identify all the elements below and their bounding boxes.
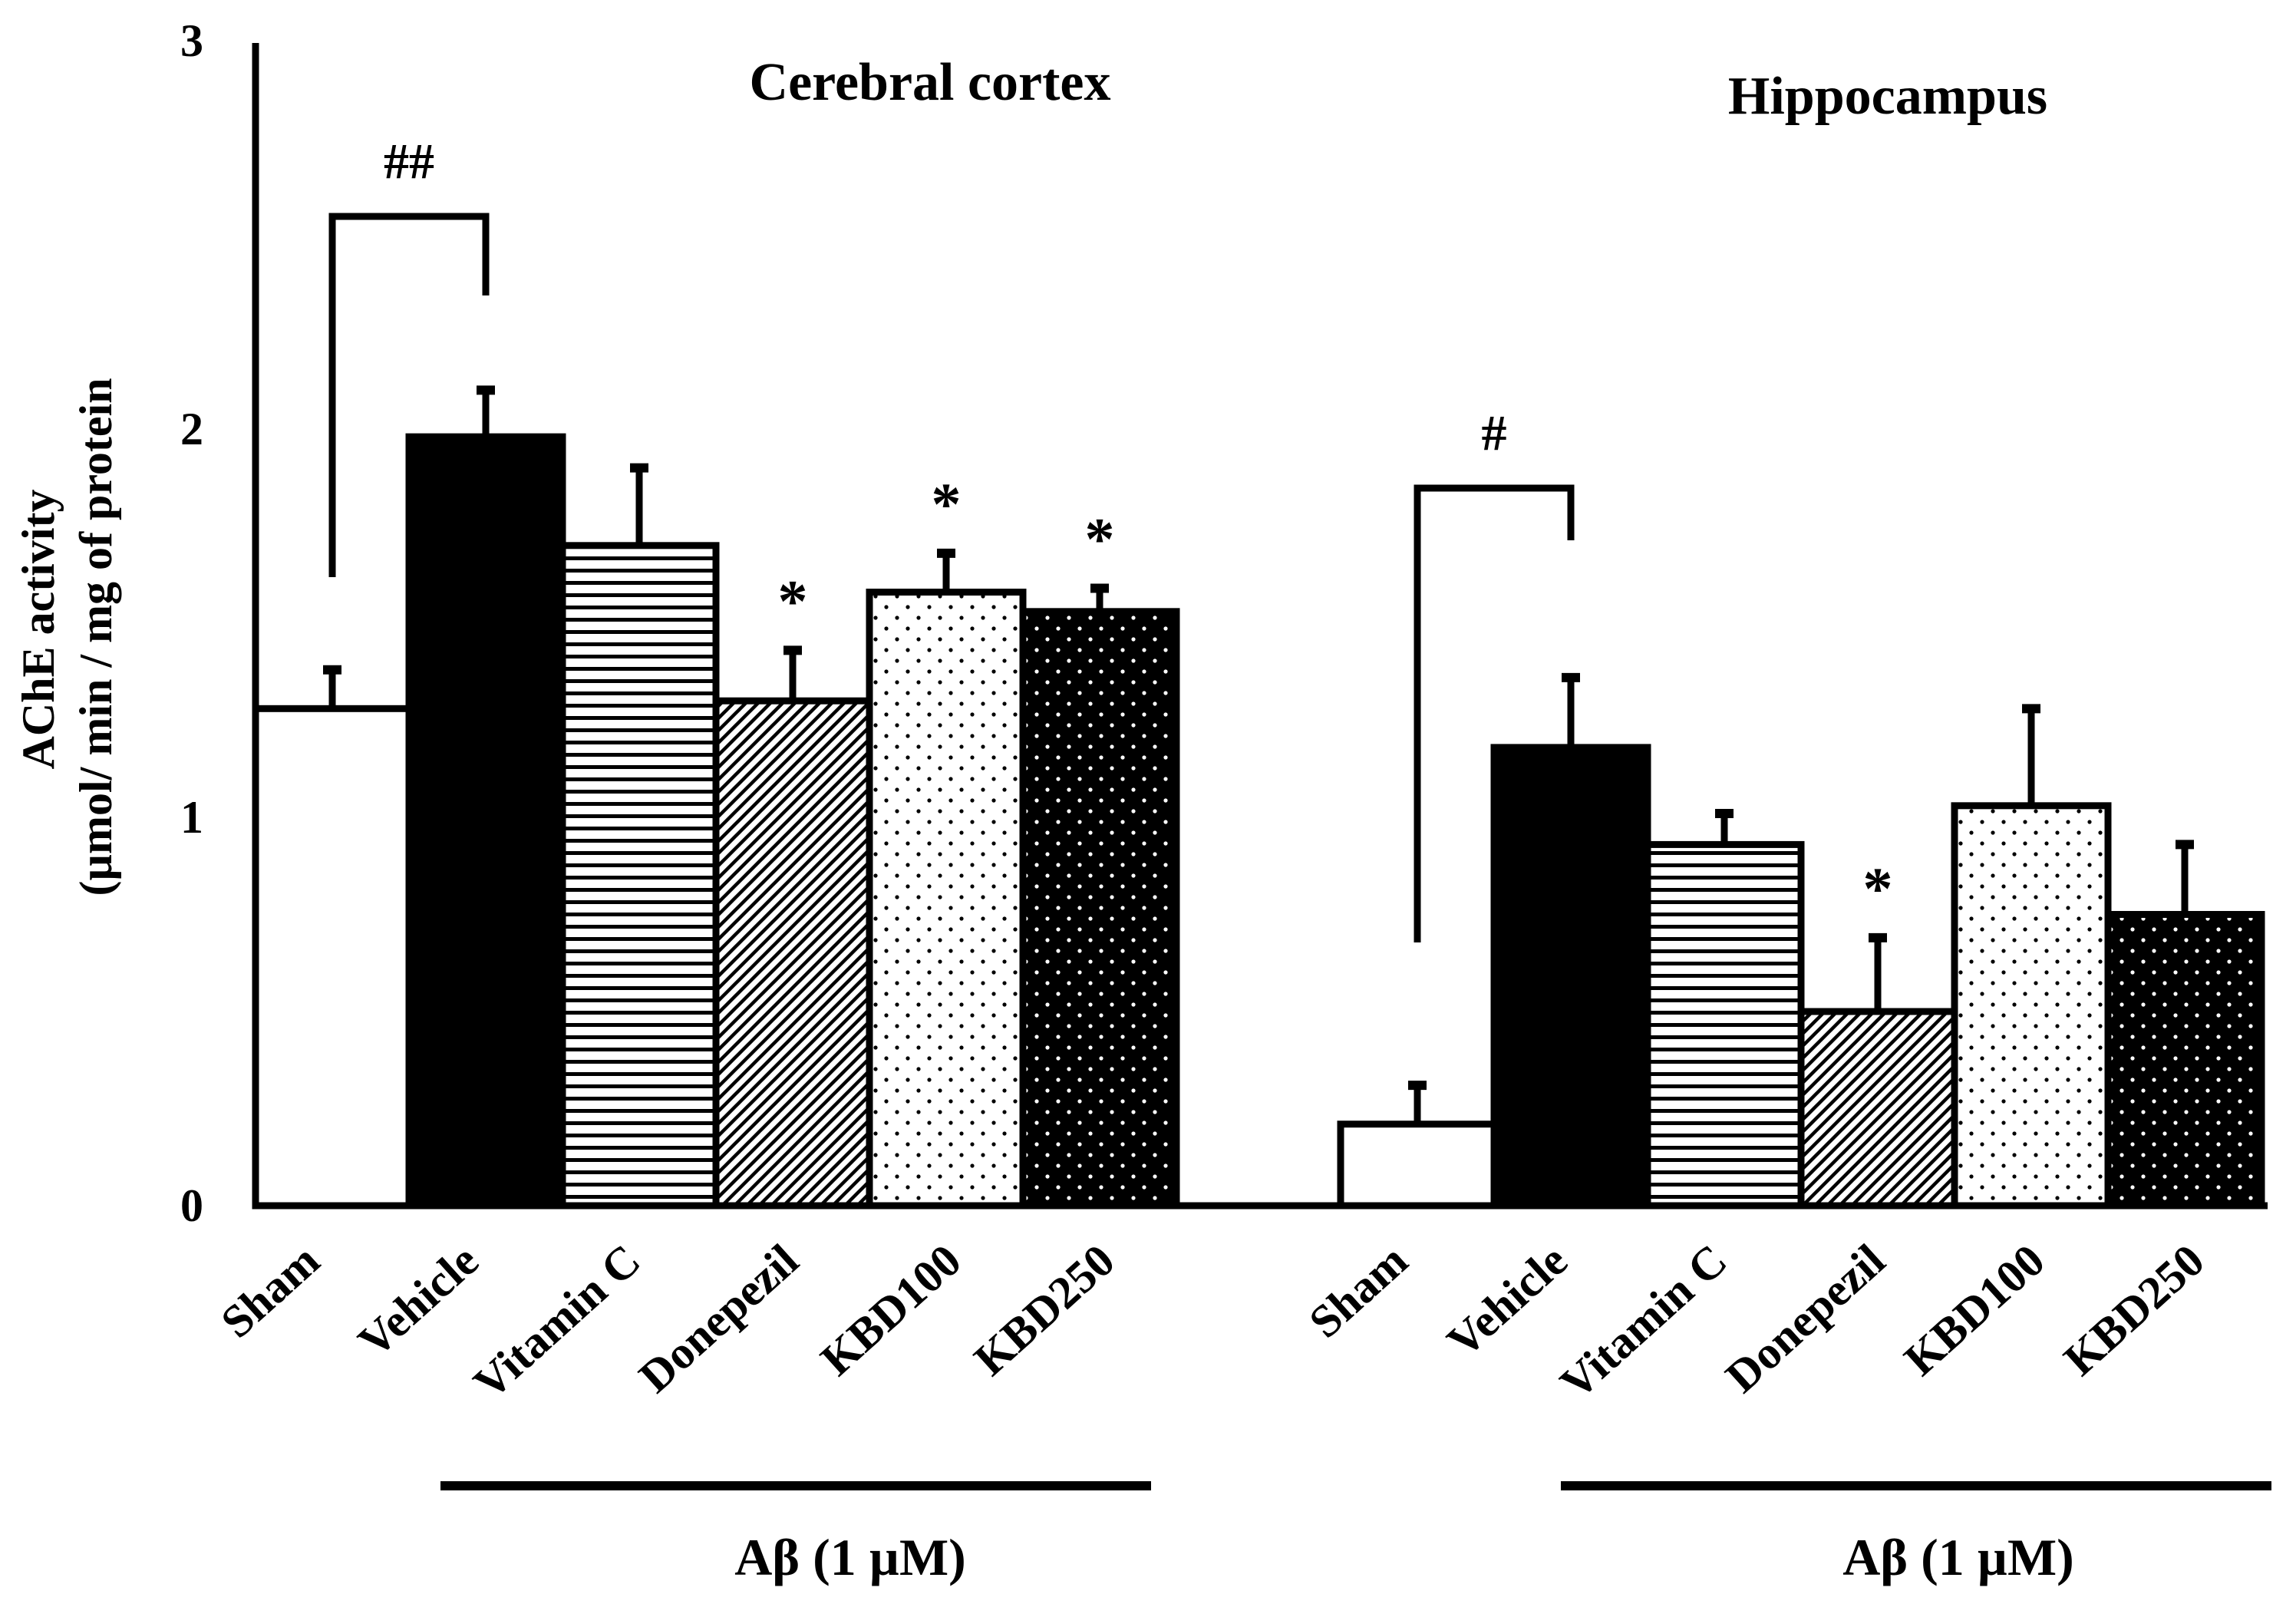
y-axis-label-line1: AChE activity <box>13 490 64 770</box>
significance-marker-cortex-donepezil: * <box>778 567 808 634</box>
error-bar-hippocampus-donepezil <box>1869 932 1887 1012</box>
category-label-cortex-sham: Sham <box>212 1235 329 1348</box>
bar-cortex-donepezil <box>712 697 873 1210</box>
treatment-label-hippocampus: Aβ (1 µM) <box>1842 1528 2074 1586</box>
bar-cortex-vitamin-c <box>559 542 720 1210</box>
y-tick-label: 1 <box>180 792 203 843</box>
bar-hippocampus-donepezil <box>1797 1008 1958 1210</box>
bar-cortex-kbd100 <box>866 589 1027 1210</box>
group-title-cerebral-cortex: Cerebral cortex <box>750 53 1111 112</box>
bar-hippocampus-kbd250 <box>2104 911 2265 1210</box>
treatment-label-cortex: Aβ (1 µM) <box>734 1528 966 1586</box>
group-titles: Cerebral cortex Hippocampus <box>750 53 2048 126</box>
bars <box>252 433 2265 1210</box>
error-bar-cortex-vitamin-c <box>630 463 648 546</box>
category-label-cortex-kbd250: KBD250 <box>965 1235 1124 1385</box>
error-bar-cortex-kbd100 <box>937 548 955 592</box>
error-bar-cortex-vehicle <box>477 385 495 437</box>
significance-markers: * * * * <box>778 470 1893 922</box>
category-label-hippocampus-sham: Sham <box>1300 1235 1417 1348</box>
category-label-cortex-vitamin-c: Vitamin C <box>464 1235 650 1409</box>
bar-hippocampus-sham <box>1337 1120 1498 1210</box>
error-bar-hippocampus-vehicle <box>1562 672 1580 748</box>
error-bar-hippocampus-sham <box>1408 1081 1427 1124</box>
error-bar-cortex-donepezil <box>783 645 802 701</box>
y-tick-label: 3 <box>180 15 203 66</box>
error-bar-cortex-sham <box>323 665 341 709</box>
bar-hippocampus-kbd100 <box>1951 802 2112 1210</box>
y-axis-label: AChE activity (µmol/ min / mg of protein <box>13 378 121 896</box>
comparison-label-hippocampus: # <box>1482 405 1507 461</box>
comparison-bracket-cortex: ## <box>328 134 490 577</box>
y-tick-label: 0 <box>180 1180 203 1231</box>
significance-marker-cortex-kbd100: * <box>932 470 962 537</box>
category-label-hippocampus-vehicle: Vehicle <box>1437 1235 1576 1367</box>
category-label-cortex-vehicle: Vehicle <box>348 1235 487 1367</box>
comparison-brackets: ### <box>328 134 1575 942</box>
bar-cortex-vehicle <box>405 433 566 1210</box>
bar-hippocampus-vitamin-c <box>1644 840 1805 1210</box>
y-axis-label-line2: (µmol/ min / mg of protein <box>71 378 121 896</box>
treatment-labels: Aβ (1 µM) Aβ (1 µM) <box>440 1481 2271 1586</box>
error-bars <box>323 385 2194 1124</box>
bar-hippocampus-vehicle <box>1490 744 1651 1210</box>
significance-marker-hippocampus-donepezil: * <box>1863 855 1893 922</box>
significance-marker-cortex-kbd250: * <box>1085 505 1115 572</box>
comparison-bracket-hippocampus: # <box>1414 405 1575 942</box>
y-tick-label: 2 <box>180 404 203 454</box>
category-label-hippocampus-kbd250: KBD250 <box>2054 1235 2214 1385</box>
category-label-cortex-kbd100: KBD100 <box>811 1235 971 1385</box>
bar-cortex-sham <box>252 705 413 1210</box>
comparison-label-cortex: ## <box>384 134 434 190</box>
category-label-hippocampus-donepezil: Donepezil <box>1716 1235 1894 1403</box>
group-title-hippocampus: Hippocampus <box>1728 67 2047 126</box>
bar-cortex-kbd250 <box>1019 608 1180 1210</box>
error-bar-hippocampus-vitamin-c <box>1715 808 1734 845</box>
category-label-hippocampus-kbd100: KBD100 <box>1895 1235 2054 1385</box>
error-bar-cortex-kbd250 <box>1090 583 1109 612</box>
error-bar-hippocampus-kbd250 <box>2176 840 2194 915</box>
category-label-cortex-donepezil: Donepezil <box>629 1235 807 1403</box>
y-axis-ticks: 0 1 2 3 <box>180 15 203 1231</box>
category-label-hippocampus-vitamin-c: Vitamin C <box>1551 1235 1737 1409</box>
error-bar-hippocampus-kbd100 <box>2022 704 2040 806</box>
